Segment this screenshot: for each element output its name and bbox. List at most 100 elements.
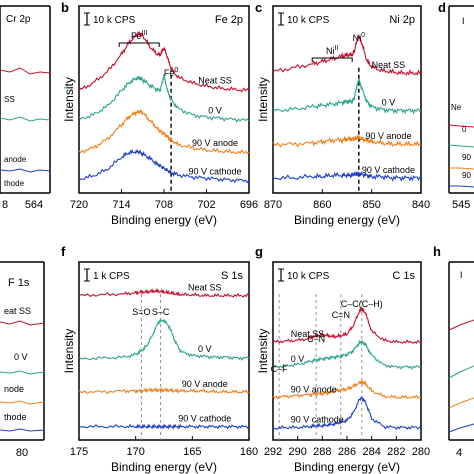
svg-text:I: I	[460, 270, 463, 280]
fragment-top-left-trace-3: thode	[4, 179, 25, 188]
x-tick-label: 290	[288, 446, 306, 458]
peak-annotation: Fe0	[164, 67, 179, 78]
fragment-top-left-tick-2: 564	[25, 199, 43, 211]
x-axis-label: Binding energy (eV)	[111, 213, 217, 227]
fragment-top-right-label-4: 90	[462, 171, 471, 180]
series-line	[272, 34, 422, 76]
trace-label: 0 V	[198, 344, 212, 354]
fragment-top-left: Cr 2p SS anode thode 8 564	[0, 5, 51, 211]
trace-label: 0 V	[208, 105, 222, 115]
trace-label: Neat SS	[198, 75, 232, 85]
scale-bar-label: 10 k CPS	[287, 15, 330, 26]
series-line	[78, 386, 250, 395]
series-line	[272, 379, 422, 400]
series-line	[78, 108, 250, 155]
panel-label-b: b	[61, 0, 69, 15]
scale-bar-label: 10 k CPS	[287, 271, 330, 282]
peak-annotation: FeIII	[131, 30, 147, 41]
peak-annotation: S–C	[152, 307, 170, 317]
fragment-top-left-title: Cr 2p	[6, 14, 31, 25]
y-axis-label: Intensity	[62, 329, 76, 374]
trace-label: Neat SS	[291, 329, 325, 339]
series-line	[272, 396, 422, 431]
plot-frame	[272, 5, 422, 194]
fragment-top-right-label-2: 0	[462, 125, 467, 134]
plot-frame	[272, 261, 422, 441]
series-line	[272, 339, 422, 370]
series-line	[78, 74, 250, 123]
fragment-top-left-trace-2: anode	[4, 155, 27, 164]
peak-annotation: C=N	[332, 310, 350, 320]
series-line	[272, 78, 422, 115]
x-tick-label: 720	[70, 199, 88, 211]
panel-s-1s: 175 170 165 160 Binding energy (eV) Intensity…	[62, 261, 258, 474]
trace-label: Neat SS	[188, 283, 222, 293]
annotation-bracket	[118, 42, 160, 47]
trace-label: 90 V anode	[365, 131, 411, 141]
fragment-bottom-left-title: F 1s	[8, 277, 30, 289]
panel-title: C 1s	[392, 270, 415, 282]
series-line	[78, 287, 250, 298]
fragment-bottom-left-trace-3: node	[4, 384, 24, 394]
trace-label: 90 V anode	[182, 379, 228, 389]
x-tick-label: 714	[112, 199, 130, 211]
x-tick-label: 850	[362, 199, 380, 211]
peak-annotation: Ni0	[353, 32, 366, 43]
panel-label-h: h	[433, 244, 441, 259]
fragment-top-left-trace-1: SS	[4, 95, 15, 104]
trace-label: 90 V cathode	[188, 166, 241, 176]
fragment-bottom-left-trace-4: thode	[4, 412, 27, 422]
peak-annotation: C–N	[307, 334, 325, 344]
panel-title: Ni 2p	[389, 14, 415, 26]
scale-bar: 10 k CPS	[84, 12, 136, 26]
x-axis-label: Binding energy (eV)	[294, 460, 400, 474]
y-axis-label: Intensity	[256, 329, 270, 374]
fragment-bottom-left-trace-2: 0 V	[14, 352, 28, 362]
panel-label-d: d	[438, 0, 446, 15]
panel-title: Fe 2p	[215, 14, 243, 26]
panel-c-1s: 292 290 288 286 284 282 280 Binding energy (eV)…	[256, 261, 430, 474]
y-axis-label: Intensity	[62, 77, 76, 122]
panel-fe-2p: 720 714 708 702 696 Binding energy (eV) Intens…	[62, 5, 258, 227]
fragment-bottom-left-tick: 80	[16, 447, 28, 459]
x-tick-label: 292	[264, 446, 282, 458]
scale-bar-label: 1 k CPS	[93, 271, 130, 282]
trace-label: 0 V	[382, 98, 396, 108]
x-tick-label: 860	[313, 199, 331, 211]
peak-annotation: C–F	[271, 364, 289, 374]
x-tick-label: 284	[362, 446, 380, 458]
panel-ni-2p: 870 860 850 840 Binding energy (eV) Intensity…	[256, 5, 430, 227]
trace-label: 90 V cathode	[362, 165, 415, 175]
x-tick-label: 696	[240, 199, 258, 211]
panel-label-c: c	[255, 0, 262, 15]
x-axis-label: Binding energy (eV)	[111, 460, 217, 474]
x-tick-label: 170	[126, 446, 144, 458]
series-line	[78, 423, 250, 430]
scale-bar-label: 10 k CPS	[93, 15, 136, 26]
fragment-bottom-left-trace-1: eat SS	[4, 306, 31, 316]
fragment-top-right: d I Ne 0 90 90 545	[438, 0, 474, 211]
fragment-bottom-right-tick: 4	[456, 447, 462, 459]
fragment-top-right-label-3: 90	[462, 153, 471, 162]
x-tick-label: 702	[197, 199, 215, 211]
fragment-top-left-trace-green	[0, 116, 51, 122]
fragment-bottom-left: F 1s eat SS 0 V node thode 80	[0, 261, 45, 459]
peak-annotation: C–C(C–H)	[341, 299, 383, 309]
trace-label: Neat SS	[372, 60, 406, 70]
trace-label: 0 V	[291, 354, 305, 364]
x-tick-label: 280	[412, 446, 430, 458]
x-tick-label: 175	[70, 446, 88, 458]
trace-label: 90 V cathode	[178, 414, 231, 424]
plot-frame	[78, 261, 250, 441]
fragment-bottom-right: h I 4	[433, 244, 474, 459]
x-tick-label: 165	[183, 446, 201, 458]
scale-bar: 1 k CPS	[84, 268, 130, 282]
scale-bar: 10 k CPS	[278, 12, 330, 26]
fragment-top-left-trace-red	[0, 67, 51, 75]
series-line	[272, 135, 422, 148]
x-tick-label: 840	[412, 199, 430, 211]
fragment-top-right-tick: 545	[452, 199, 470, 211]
plot-frame	[78, 5, 250, 194]
trace-label: 90 V anode	[291, 384, 337, 394]
